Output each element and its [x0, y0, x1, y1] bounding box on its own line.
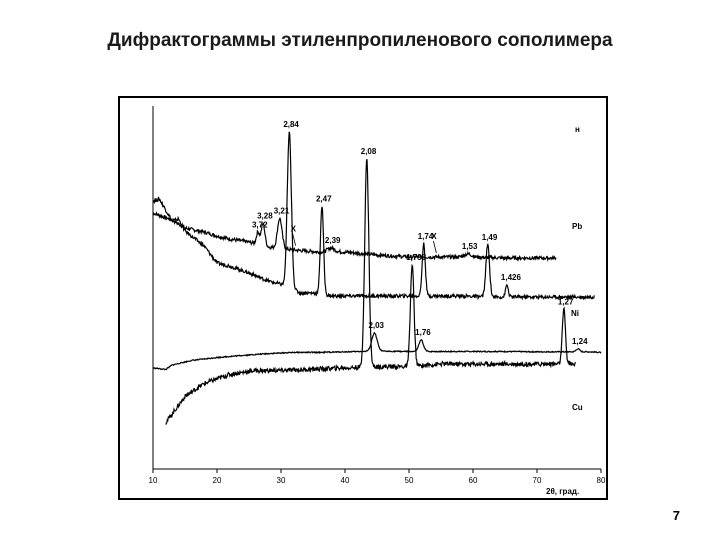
series-label: Ni [571, 309, 579, 318]
peak-label: 1,24 [572, 337, 588, 346]
series-line-3 [165, 158, 576, 425]
series-label: н [575, 125, 580, 134]
series-line-2 [152, 331, 602, 371]
peak-label: 2,39 [325, 236, 341, 245]
x-tick-label: 50 [405, 476, 414, 485]
annotation-arrow [433, 240, 437, 254]
peak-label: 2,84 [283, 120, 299, 129]
peak-label: 1,53 [462, 242, 478, 251]
peak-label: 1,76 [415, 328, 431, 337]
x-axis-label: 2θ, град. [546, 487, 579, 496]
annotation-label: X [291, 225, 297, 234]
peak-label: 2,47 [316, 194, 332, 203]
x-tick-label: 80 [597, 476, 606, 485]
chart-frame: 10 20 30 40 50 60 70 80 2θ, град. н 3,72 3,28 3,21 2,… [118, 96, 608, 500]
peak-label: 2,08 [361, 147, 377, 156]
peak-label: 1,426 [501, 273, 522, 282]
peak-label: 1,27 [558, 297, 574, 306]
series-label: Cu [572, 403, 583, 412]
series-line-1 [152, 131, 595, 301]
peak-label: 1,49 [482, 233, 498, 242]
x-tick-label: 70 [533, 476, 542, 485]
peak-label: 3,28 [257, 212, 273, 221]
x-tick-label: 20 [213, 476, 222, 485]
x-tick-label: 60 [469, 476, 478, 485]
peak-label: 3,72 [252, 220, 268, 229]
x-tick-label: 10 [149, 476, 158, 485]
x-tick-label: 40 [341, 476, 350, 485]
peak-label: 2,03 [368, 321, 384, 330]
x-tick-label: 30 [277, 476, 286, 485]
annotation-label: X [431, 232, 437, 241]
series-label: Pb [572, 222, 582, 231]
page-number: 7 [672, 508, 680, 523]
peak-label: 1,798 [406, 253, 427, 262]
peak-label: 3,21 [274, 206, 290, 215]
diffractogram-chart: 10 20 30 40 50 60 70 80 2θ, град. н 3,723,283,21 2,… [149, 106, 606, 496]
annotation-arrow [292, 233, 296, 246]
slide-title: Дифрактограммы этиленпропиленового сопол… [107, 30, 613, 51]
peak-label: 1,74 [418, 232, 434, 241]
